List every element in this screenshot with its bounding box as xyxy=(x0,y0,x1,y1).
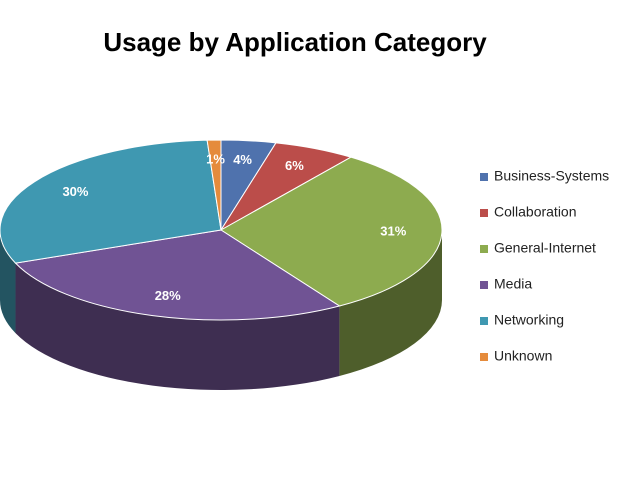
chart-title: Usage by Application Category xyxy=(103,27,487,57)
data-label: 30% xyxy=(62,184,88,199)
legend-label: Networking xyxy=(494,312,564,328)
pie-side xyxy=(0,230,16,334)
legend-swatch xyxy=(480,317,488,325)
data-label: 1% xyxy=(206,151,225,166)
pie-side xyxy=(339,230,442,376)
legend-swatch xyxy=(480,245,488,253)
pie-side xyxy=(15,263,340,390)
pie-slice xyxy=(220,156,443,307)
legend-swatch xyxy=(480,353,488,361)
legend-label: Collaboration xyxy=(494,204,577,220)
legend-swatch xyxy=(480,209,488,217)
pie-slice xyxy=(14,229,341,321)
legend-label: Media xyxy=(494,276,532,292)
legend-swatch xyxy=(480,281,488,289)
data-label: 31% xyxy=(380,224,406,239)
legend-swatch xyxy=(480,173,488,181)
legend-label: General-Internet xyxy=(494,240,596,256)
legend-label: Business-Systems xyxy=(494,168,609,184)
pie-slice xyxy=(206,139,222,231)
pie-slice xyxy=(0,139,222,264)
data-label: 28% xyxy=(155,288,181,303)
legend-label: Unknown xyxy=(494,348,552,364)
data-label: 4% xyxy=(233,152,252,167)
data-label: 6% xyxy=(285,158,304,173)
